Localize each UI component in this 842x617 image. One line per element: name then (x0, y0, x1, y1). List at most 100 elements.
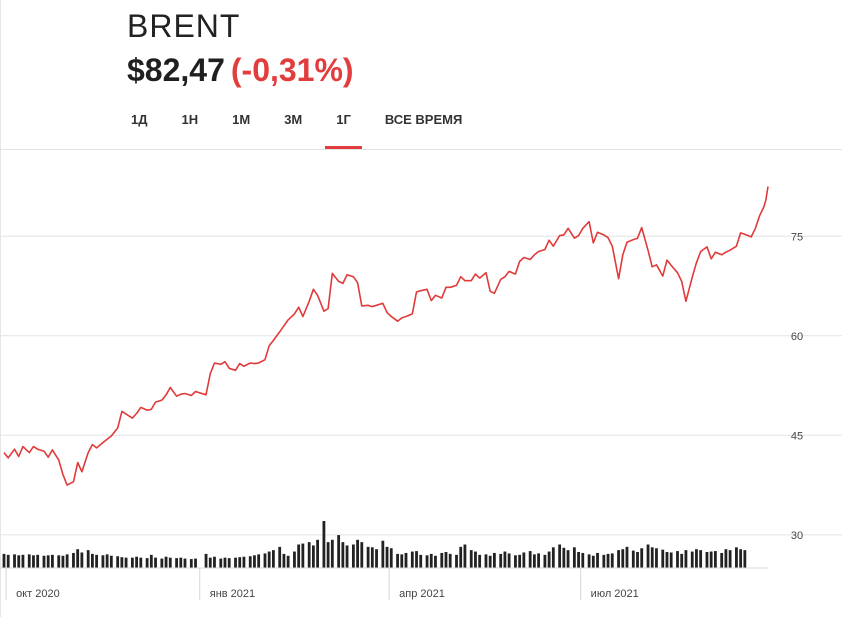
volume-bar (385, 546, 389, 568)
volume-bar (227, 558, 231, 568)
volume-bar (194, 558, 197, 568)
volume-bar (400, 554, 404, 568)
volume-bar (713, 551, 717, 568)
y-tick-label-75: 75 (791, 231, 803, 243)
y-tick-label-30: 30 (791, 530, 803, 542)
volume-bar (655, 548, 658, 568)
volume-bar (448, 553, 452, 568)
volume-bar (271, 550, 275, 568)
volume-bar (522, 552, 526, 568)
volume-bar (381, 540, 385, 568)
volume-bar (507, 553, 511, 568)
volume-bar (286, 555, 290, 568)
volume-bar (253, 555, 256, 568)
tab-1y[interactable]: 1Г (325, 104, 362, 150)
current-price: $82,47 (127, 52, 225, 88)
volume-bar (499, 553, 503, 568)
volume-bar (139, 557, 143, 568)
volume-bar (514, 555, 517, 568)
volume-bar (631, 550, 635, 568)
volume-bar (301, 543, 305, 568)
volume-bar (705, 552, 709, 568)
volume-bar (322, 521, 326, 568)
volume-bar (257, 554, 261, 568)
volume-bar (581, 552, 585, 568)
volume-bar (130, 557, 134, 568)
volume-bar (80, 552, 84, 568)
volume-bar (646, 544, 650, 568)
volume-bar (51, 554, 54, 568)
volume-bar (95, 554, 99, 568)
volume-bar (351, 544, 355, 568)
volume-bar (415, 551, 418, 568)
price-change: (-0,31%) (230, 52, 354, 88)
volume-bar (478, 554, 482, 568)
volume-bar (160, 558, 164, 568)
volume-bar (650, 547, 654, 568)
volume-bar (492, 552, 496, 568)
volume-bar (720, 552, 724, 568)
volume-bar (17, 555, 21, 568)
volume-bar (636, 552, 639, 568)
volume-bar (204, 553, 208, 568)
volume-bar (695, 549, 698, 568)
volume-bar (591, 555, 595, 568)
volume-bar (57, 555, 61, 568)
volume-bar (293, 551, 296, 568)
volume-bar (46, 555, 50, 568)
volume-bar (42, 555, 46, 568)
volume-bar (577, 552, 580, 568)
volume-bar (36, 554, 40, 568)
tab-1m[interactable]: 1М (232, 112, 251, 127)
volume-bar (124, 557, 128, 568)
volume-bar (455, 554, 458, 568)
volume-bar (665, 552, 669, 568)
volume-bar (101, 555, 105, 568)
volume-bar (242, 556, 246, 568)
tab-1w[interactable]: 1Н (181, 112, 199, 127)
volume-bar (27, 554, 31, 568)
volume-bar (316, 539, 319, 568)
volume-bar (419, 554, 423, 568)
volume-bar (116, 556, 120, 568)
volume-bar (175, 558, 178, 568)
price-row: $82,47 (-0,31%) (127, 52, 354, 89)
tab-3m[interactable]: 3М (284, 112, 303, 127)
volume-bar (434, 555, 437, 568)
volume-bar (610, 553, 614, 568)
period-tabs: 1Д 1Н 1М 3М 1Г ВСЕ ВРЕМЯ (120, 104, 485, 150)
volume-bar (532, 554, 536, 568)
volume-bar (474, 551, 477, 568)
x-tick-label: июл 2021 (591, 588, 639, 600)
volume-bar (469, 550, 473, 568)
tab-1d[interactable]: 1Д (131, 112, 148, 127)
volume-bar (537, 553, 540, 568)
left-border (0, 0, 1, 617)
volume-bar (562, 547, 566, 568)
volume-bar (341, 542, 345, 568)
y-tick-label-60: 60 (791, 331, 803, 343)
volume-bar (72, 552, 75, 568)
volume-bar (389, 548, 393, 568)
volume-bar (459, 546, 463, 568)
volume-bar (572, 547, 576, 568)
volume-bar (219, 558, 223, 568)
volume-bar (109, 555, 113, 568)
volume-bar (488, 555, 492, 568)
volume-bar (13, 554, 16, 568)
volume-bar (145, 558, 149, 568)
tab-all-time[interactable]: ВСЕ ВРЕМЯ (384, 112, 463, 127)
volume-bar (547, 551, 551, 568)
volume-bar (743, 550, 747, 568)
price-chart[interactable]: 30 45 60 75 окт 2020 янв 2021 апр 2021 июл 2021 (0, 150, 842, 617)
volume-bar (330, 539, 334, 568)
volume-bar (238, 557, 242, 568)
volume-bar (625, 546, 629, 568)
volume-bar (709, 551, 713, 568)
volume-bar (739, 549, 743, 568)
volume-bar (518, 554, 522, 568)
volume-bar (680, 553, 684, 568)
volume-bar (282, 553, 286, 568)
volume-bar (135, 556, 138, 568)
volume-bar (699, 550, 703, 568)
